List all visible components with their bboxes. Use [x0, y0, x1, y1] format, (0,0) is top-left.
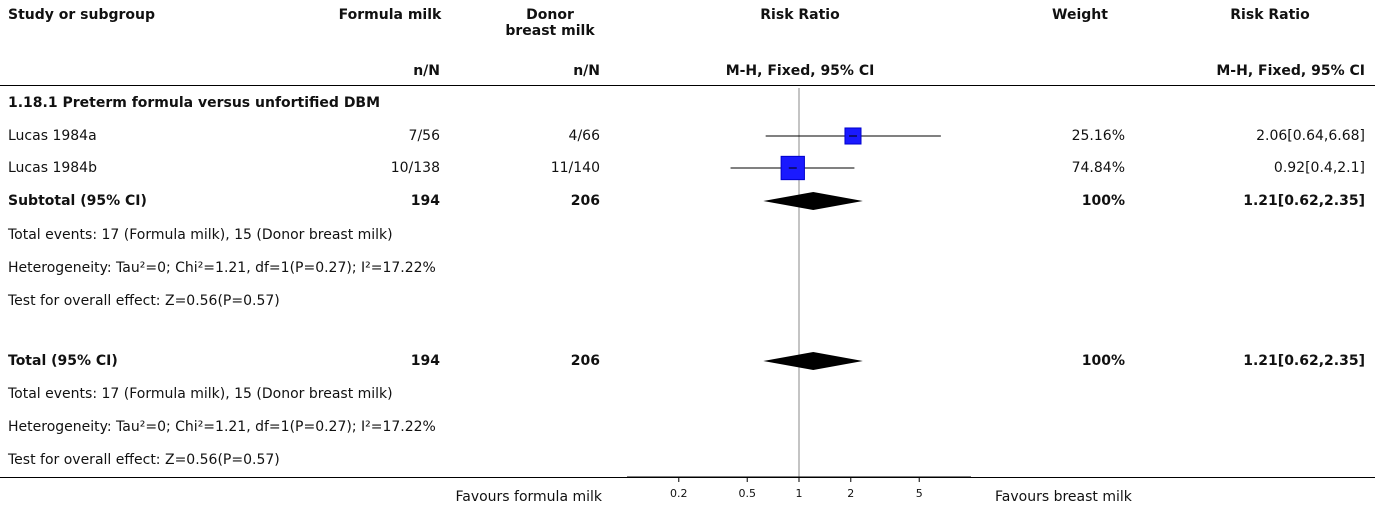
study-name: Lucas 1984b [8, 160, 97, 176]
header-donor-line1: Donor [526, 7, 574, 23]
x-tick-label: 0.5 [738, 487, 756, 500]
subtotal-exp-total: 194 [410, 193, 440, 209]
total-note: Test for overall effect: Z=0.56(P=0.57) [8, 452, 280, 468]
total-ctrl-total: 206 [570, 353, 600, 369]
subgroup-title: 1.18.1 Preterm formula versus unfortifie… [8, 95, 381, 111]
header-risk-ratio-text: Risk Ratio [1230, 7, 1310, 23]
total-note: Total events: 17 (Formula milk), 15 (Don… [8, 386, 393, 402]
subheader-rr-plot: M-H, Fixed, 95% CI [725, 63, 875, 79]
header-formula-milk: Formula milk [338, 7, 442, 23]
study-ctrl-events: 4/66 [568, 128, 600, 144]
study-weight: 74.84% [1071, 160, 1125, 176]
study-exp-events: 10/138 [390, 160, 440, 176]
subtotal-note: Heterogeneity: Tau²=0; Chi²=1.21, df=1(P… [8, 260, 436, 276]
total-diamond [763, 352, 863, 370]
subtotal-weight: 100% [1081, 193, 1125, 209]
total-weight: 100% [1081, 353, 1125, 369]
x-tick-label: 2 [847, 487, 854, 500]
header-study: Study or subgroup [8, 7, 156, 23]
study-name: Lucas 1984a [8, 128, 97, 144]
header-divider [0, 85, 1375, 86]
x-tick-label: 1 [796, 487, 803, 500]
subtotal-ci-text: 1.21[0.62,2.35] [1243, 193, 1365, 209]
header-risk-ratio-plot: Risk Ratio [760, 7, 840, 23]
total-exp-total: 194 [410, 353, 440, 369]
subtotal-label: Subtotal (95% CI) [8, 193, 147, 209]
subtotal-note: Test for overall effect: Z=0.56(P=0.57) [8, 293, 280, 309]
subtotal-diamond [763, 192, 863, 210]
total-ci-text: 1.21[0.62,2.35] [1243, 353, 1365, 369]
favours-left-label: Favours formula milk [455, 489, 602, 505]
study-ci-text: 0.92[0.4,2.1] [1273, 160, 1365, 176]
study-weight: 25.16% [1071, 128, 1125, 144]
favours-right-label: Favours breast milk [995, 489, 1132, 505]
header-weight: Weight [1052, 7, 1108, 23]
x-tick-label: 0.2 [670, 487, 688, 500]
study-ctrl-events: 11/140 [550, 160, 600, 176]
total-note: Heterogeneity: Tau²=0; Chi²=1.21, df=1(P… [8, 419, 436, 435]
x-tick-label: 5 [916, 487, 923, 500]
subtotal-ctrl-total: 206 [570, 193, 600, 209]
subheader-ctrl-nN: n/N [573, 63, 600, 79]
total-label: Total (95% CI) [8, 353, 118, 369]
subheader-exp-nN: n/N [413, 63, 440, 79]
study-ci-text: 2.06[0.64,6.68] [1256, 128, 1365, 144]
study-exp-events: 7/56 [408, 128, 440, 144]
subheader-rr-text: M-H, Fixed, 95% CI [1216, 63, 1365, 79]
subtotal-note: Total events: 17 (Formula milk), 15 (Don… [8, 227, 393, 243]
header-donor-line2: breast milk [505, 23, 595, 39]
